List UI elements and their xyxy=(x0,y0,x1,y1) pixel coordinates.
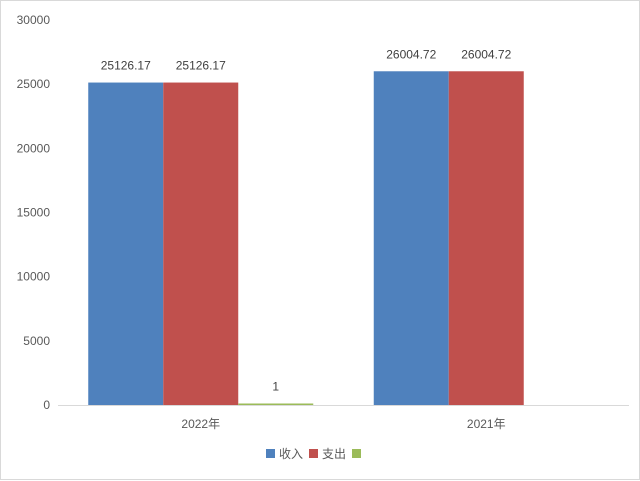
y-tick-label: 0 xyxy=(43,398,50,412)
data-label: 25126.17 xyxy=(176,59,226,73)
bar-2-2 xyxy=(448,71,524,405)
data-label: 25126.17 xyxy=(101,59,151,73)
bar-2-1 xyxy=(373,71,449,405)
bar-1-3 xyxy=(238,403,314,405)
y-tick-label: 15000 xyxy=(17,206,51,220)
legend-label: 支出 xyxy=(322,447,346,461)
y-tick-label: 5000 xyxy=(23,334,50,348)
y-tick-label: 30000 xyxy=(17,13,51,27)
legend-swatch-3 xyxy=(352,449,361,458)
y-tick-label: 25000 xyxy=(17,77,51,91)
y-tick-label: 20000 xyxy=(17,141,51,155)
data-label: 26004.72 xyxy=(461,47,511,61)
bar-1-1 xyxy=(88,82,164,405)
data-label: 1 xyxy=(272,380,279,394)
legend-label: 收入 xyxy=(279,447,303,461)
data-label: 26004.72 xyxy=(386,47,436,61)
x-category-label: 2022年 xyxy=(181,417,220,431)
y-tick-label: 10000 xyxy=(17,270,51,284)
legend-swatch-2 xyxy=(309,449,318,458)
legend-swatch-1 xyxy=(266,449,275,458)
bar-1-2 xyxy=(163,82,239,405)
x-category-label: 2021年 xyxy=(467,417,506,431)
